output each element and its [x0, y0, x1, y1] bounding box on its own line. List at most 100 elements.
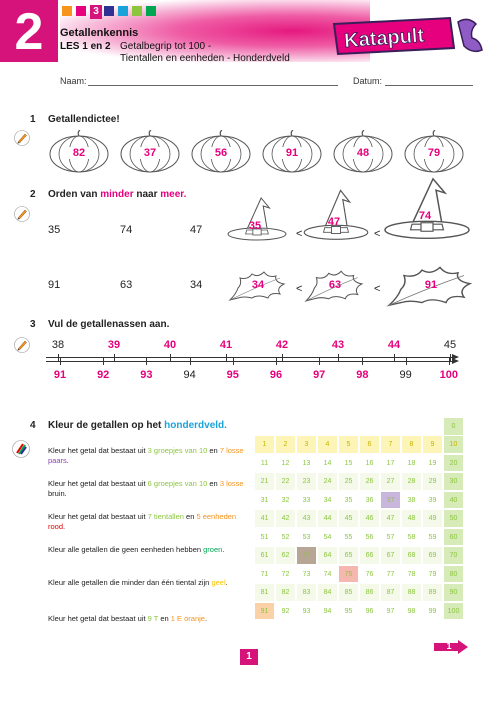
hundred-cell[interactable]: 34 — [317, 490, 338, 509]
hundred-cell[interactable]: 83 — [296, 583, 317, 602]
hundred-cell[interactable]: 97 — [380, 601, 401, 620]
hundred-cell[interactable]: 15 — [338, 453, 359, 472]
hundred-cell[interactable]: 67 — [380, 546, 401, 565]
hundred-cell[interactable]: 29 — [422, 472, 443, 491]
hundred-cell[interactable]: 30 — [443, 472, 464, 491]
hundred-cell[interactable]: 88 — [401, 583, 422, 602]
hundred-cell[interactable]: 17 — [380, 453, 401, 472]
hundred-cell[interactable]: 85 — [338, 583, 359, 602]
hundred-cell[interactable]: 60 — [443, 527, 464, 546]
hundred-cell[interactable]: 42 — [275, 509, 296, 528]
hundred-cell[interactable]: 82 — [275, 583, 296, 602]
hundred-cell[interactable]: 13 — [296, 453, 317, 472]
hundred-cell[interactable]: 28 — [401, 472, 422, 491]
hundred-cell[interactable]: 7 — [380, 435, 401, 454]
hundred-cell[interactable]: 4 — [317, 435, 338, 454]
hundred-cell[interactable]: 65 — [338, 546, 359, 565]
hundred-cell[interactable]: 56 — [359, 527, 380, 546]
hundred-cell[interactable]: 91 — [254, 601, 275, 620]
hundred-cell[interactable]: 40 — [443, 490, 464, 509]
hundred-cell[interactable]: 6 — [359, 435, 380, 454]
hundred-cell[interactable]: 47 — [380, 509, 401, 528]
hundred-cell[interactable]: 72 — [275, 564, 296, 583]
hundred-cell[interactable]: 79 — [422, 564, 443, 583]
hundred-cell[interactable]: 36 — [359, 490, 380, 509]
hundred-cell[interactable]: 24 — [317, 472, 338, 491]
hundred-cell[interactable]: 10 — [443, 435, 464, 454]
hundred-cell[interactable]: 95 — [338, 601, 359, 620]
hundred-cell[interactable]: 41 — [254, 509, 275, 528]
hundred-cell[interactable]: 48 — [401, 509, 422, 528]
next-page-arrow-icon[interactable] — [434, 640, 468, 654]
hundred-cell[interactable]: 50 — [443, 509, 464, 528]
hundred-cell[interactable]: 58 — [401, 527, 422, 546]
hundred-cell[interactable]: 2 — [275, 435, 296, 454]
hundred-cell[interactable]: 16 — [359, 453, 380, 472]
hundred-cell[interactable]: 18 — [401, 453, 422, 472]
hundred-cell[interactable]: 69 — [422, 546, 443, 565]
hundred-cell[interactable]: 68 — [401, 546, 422, 565]
hundred-cell[interactable]: 23 — [296, 472, 317, 491]
hundred-cell[interactable]: 62 — [275, 546, 296, 565]
date-field[interactable] — [385, 85, 473, 86]
hundred-cell[interactable]: 12 — [275, 453, 296, 472]
hundred-cell[interactable]: 89 — [422, 583, 443, 602]
hundred-cell[interactable]: 94 — [317, 601, 338, 620]
hundred-cell[interactable]: 52 — [275, 527, 296, 546]
hundred-cell[interactable]: 84 — [317, 583, 338, 602]
hundred-cell[interactable]: 81 — [254, 583, 275, 602]
hundred-cell[interactable]: 21 — [254, 472, 275, 491]
hundred-cell[interactable]: 31 — [254, 490, 275, 509]
hundred-cell[interactable]: 74 — [317, 564, 338, 583]
hundred-cell[interactable]: 51 — [254, 527, 275, 546]
hundred-cell[interactable]: 87 — [380, 583, 401, 602]
hundred-cell[interactable]: 22 — [275, 472, 296, 491]
hundred-cell[interactable]: 59 — [422, 527, 443, 546]
hundred-cell[interactable]: 27 — [380, 472, 401, 491]
hundred-cell[interactable]: 39 — [422, 490, 443, 509]
hundred-cell[interactable]: 38 — [401, 490, 422, 509]
hundred-cell[interactable]: 77 — [380, 564, 401, 583]
hundred-cell[interactable]: 43 — [296, 509, 317, 528]
hundred-cell[interactable]: 100 — [443, 601, 464, 620]
hundred-cell[interactable]: 55 — [338, 527, 359, 546]
hundred-cell[interactable]: 99 — [422, 601, 443, 620]
hundred-cell[interactable]: 37 — [380, 490, 401, 509]
hundred-cell[interactable]: 25 — [338, 472, 359, 491]
hundred-cell[interactable]: 70 — [443, 546, 464, 565]
hundred-cell[interactable]: 46 — [359, 509, 380, 528]
hundred-cell[interactable]: 90 — [443, 583, 464, 602]
hundred-cell[interactable]: 5 — [338, 435, 359, 454]
hundred-cell[interactable]: 66 — [359, 546, 380, 565]
hundred-cell[interactable]: 3 — [296, 435, 317, 454]
name-field[interactable] — [88, 85, 338, 86]
hundred-cell[interactable]: 71 — [254, 564, 275, 583]
hundred-cell[interactable]: 53 — [296, 527, 317, 546]
hundred-cell[interactable]: 57 — [380, 527, 401, 546]
hundred-cell[interactable]: 11 — [254, 453, 275, 472]
hundred-cell[interactable]: 78 — [401, 564, 422, 583]
hundred-cell[interactable]: 73 — [296, 564, 317, 583]
hundred-cell[interactable]: 1 — [254, 435, 275, 454]
hundred-cell[interactable]: 96 — [359, 601, 380, 620]
hundred-cell[interactable]: 80 — [443, 564, 464, 583]
hundred-cell[interactable]: 75 — [338, 564, 359, 583]
hundred-cell[interactable]: 98 — [401, 601, 422, 620]
hundred-cell[interactable]: 33 — [296, 490, 317, 509]
hundred-cell[interactable]: 0 — [443, 417, 464, 436]
hundred-cell[interactable]: 76 — [359, 564, 380, 583]
hundred-cell[interactable]: 44 — [317, 509, 338, 528]
hundred-cell[interactable]: 8 — [401, 435, 422, 454]
hundred-cell[interactable]: 64 — [317, 546, 338, 565]
hundred-cell[interactable]: 49 — [422, 509, 443, 528]
hundred-cell[interactable]: 61 — [254, 546, 275, 565]
hundred-cell[interactable]: 92 — [275, 601, 296, 620]
hundred-cell[interactable]: 20 — [443, 453, 464, 472]
hundred-cell[interactable]: 9 — [422, 435, 443, 454]
hundred-cell[interactable]: 32 — [275, 490, 296, 509]
hundred-cell[interactable]: 86 — [359, 583, 380, 602]
hundred-cell[interactable]: 54 — [317, 527, 338, 546]
hundred-cell[interactable]: 19 — [422, 453, 443, 472]
hundred-cell[interactable]: 26 — [359, 472, 380, 491]
hundred-cell[interactable]: 93 — [296, 601, 317, 620]
